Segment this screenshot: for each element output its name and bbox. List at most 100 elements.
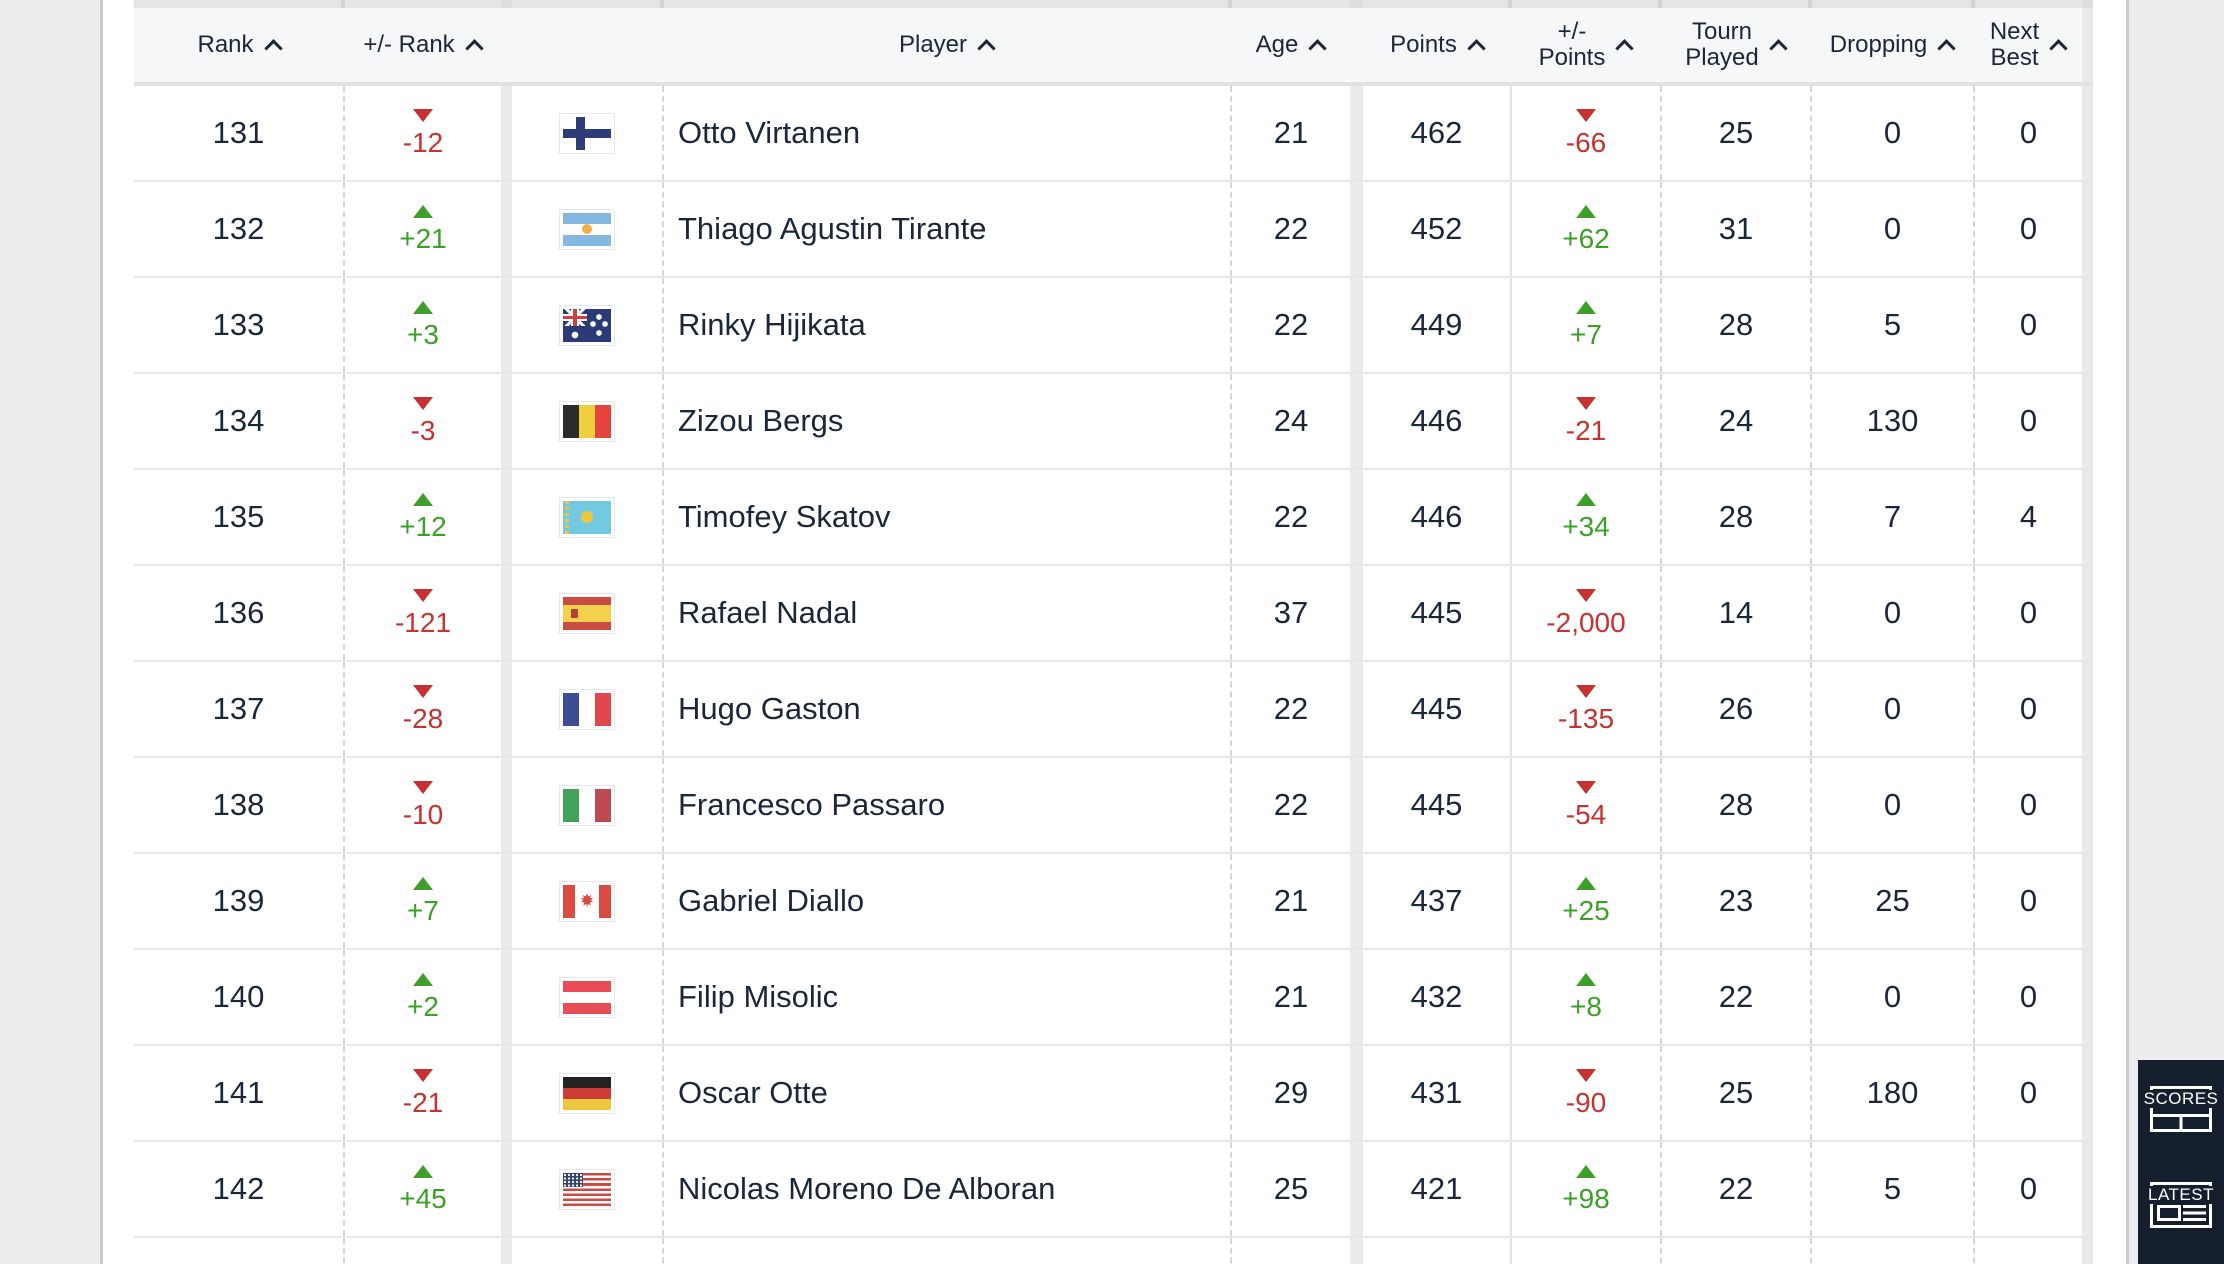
rank-cell: 142 (212, 1171, 265, 1206)
points-cell: 421 (1410, 1171, 1463, 1206)
table-header: Rank +/- Rank Player Age Points (134, 8, 2093, 86)
player-name[interactable]: Rinky Hijikata (662, 278, 1230, 372)
points-trend-icon (1576, 973, 1596, 986)
header-label-points: Points (1390, 31, 1457, 58)
latest-button-label: LATEST (2147, 1185, 2215, 1204)
table-row: 140 +2 Filip Misolic 21 432 +8 22 0 0 (134, 950, 2093, 1046)
rank-change-value: -21 (402, 1087, 444, 1118)
scoreboard-icon (2153, 1114, 2209, 1129)
points-trend-icon (1576, 301, 1596, 314)
player-name[interactable]: Gabriel Diallo (662, 854, 1230, 948)
next-best-cell: 0 (1973, 374, 2082, 468)
rank-change-value: +7 (407, 895, 439, 926)
points-change-cell: +34 (1510, 470, 1660, 564)
header-cell-points[interactable]: Points (1363, 8, 1510, 82)
flag-cell (512, 278, 662, 372)
player-name[interactable]: Zizou Bergs (662, 374, 1230, 468)
rank-trend-icon (413, 397, 433, 410)
column-divider-band (1350, 86, 1363, 180)
sort-caret-icon[interactable] (1467, 38, 1486, 58)
sort-caret-icon[interactable] (1768, 38, 1788, 58)
player-name[interactable]: Francesco Passaro (662, 758, 1230, 852)
country-flag-icon (563, 404, 611, 438)
scrolled-row-sliver (134, 0, 2093, 8)
rank-change-value: +2 (407, 991, 439, 1022)
scores-button-label: SCORES (2142, 1089, 2220, 1108)
rank-cell: 132 (212, 211, 265, 246)
player-name[interactable]: Filip Misolic (662, 950, 1230, 1044)
sort-caret-icon[interactable] (464, 38, 484, 58)
flag-frame (559, 304, 615, 346)
tourn-played-cell (1660, 1238, 1810, 1264)
points-cell: 445 (1410, 787, 1463, 822)
sort-caret-icon[interactable] (1615, 38, 1635, 58)
player-name[interactable]: Thiago Agustin Tirante (662, 182, 1230, 276)
column-divider-band (2082, 662, 2093, 756)
points-trend-icon (1576, 781, 1596, 794)
points-change-value: +7 (1570, 319, 1602, 350)
table-row: 142 +45 Nicolas Moreno De Alboran 25 421… (134, 1142, 2093, 1238)
points-trend-icon (1576, 1165, 1596, 1178)
rank-trend-icon (413, 301, 433, 314)
tourn-played-cell: 28 (1660, 758, 1810, 852)
rank-cell: 133 (212, 307, 265, 342)
latest-button[interactable]: LATEST (2147, 1182, 2215, 1228)
column-divider-band (2082, 470, 2093, 564)
header-cell-rank[interactable]: Rank (134, 8, 343, 82)
column-divider-band (501, 86, 512, 180)
column-divider-band (2082, 278, 2093, 372)
sort-caret-icon[interactable] (1308, 38, 1328, 58)
header-cell-player[interactable]: Player (662, 8, 1230, 82)
next-best-cell: 0 (1973, 566, 2082, 660)
sort-caret-icon[interactable] (263, 38, 283, 58)
table-row (134, 1238, 2093, 1264)
sort-caret-icon[interactable] (2049, 38, 2068, 58)
news-lines-icon (2183, 1205, 2206, 1221)
player-name[interactable]: Otto Virtanen (662, 86, 1230, 180)
points-cell: 445 (1410, 595, 1463, 630)
age-cell: 21 (1230, 854, 1350, 948)
header-cell-age[interactable]: Age (1230, 8, 1350, 82)
age-cell: 22 (1230, 182, 1350, 276)
tourn-played-cell: 25 (1660, 1046, 1810, 1140)
player-name[interactable]: Timofey Skatov (662, 470, 1230, 564)
column-divider-band (1350, 8, 1363, 82)
points-change-value: -135 (1557, 703, 1615, 734)
points-cell: 446 (1410, 499, 1463, 534)
rank-change-cell: +12 (343, 470, 501, 564)
country-flag-icon (563, 596, 611, 630)
next-best-cell: 0 (1973, 1142, 2082, 1236)
scores-button[interactable]: SCORES (2142, 1086, 2220, 1132)
header-cell-dropping[interactable]: Dropping (1810, 8, 1973, 82)
dropping-cell: 5 (1810, 278, 1973, 372)
rank-trend-icon (413, 589, 433, 602)
sort-caret-icon[interactable] (1937, 38, 1956, 58)
dropping-cell: 0 (1810, 86, 1973, 180)
header-cell-rank-change[interactable]: +/- Rank (343, 8, 501, 82)
flag-cell (512, 1046, 662, 1140)
points-change-value: +98 (1562, 1183, 1610, 1214)
column-divider-band (2082, 854, 2093, 948)
flag-frame (559, 976, 615, 1018)
dropping-cell: 0 (1810, 182, 1973, 276)
news-icon (2157, 1205, 2181, 1221)
sort-caret-icon[interactable] (977, 38, 996, 58)
header-label-rank: Rank (197, 31, 254, 58)
rank-change-value: -28 (402, 703, 444, 734)
player-name[interactable]: Hugo Gaston (662, 662, 1230, 756)
column-divider-band (501, 374, 512, 468)
header-cell-points-change[interactable]: +/- Points (1510, 8, 1660, 82)
rank-change-value: +21 (399, 223, 447, 254)
header-cell-tourn-played[interactable]: Tourn Played (1660, 8, 1810, 82)
header-label-dropping: Dropping (1829, 31, 1928, 58)
next-best-cell (1973, 1238, 2082, 1264)
country-flag-icon (563, 980, 611, 1014)
points-change-value: +34 (1562, 511, 1610, 542)
player-name[interactable]: Nicolas Moreno De Alboran (662, 1142, 1230, 1236)
player-name[interactable] (662, 1238, 1230, 1264)
header-cell-next-best[interactable]: Next Best (1973, 8, 2082, 82)
player-name[interactable]: Rafael Nadal (662, 566, 1230, 660)
player-name[interactable]: Oscar Otte (662, 1046, 1230, 1140)
points-change-cell: +7 (1510, 278, 1660, 372)
